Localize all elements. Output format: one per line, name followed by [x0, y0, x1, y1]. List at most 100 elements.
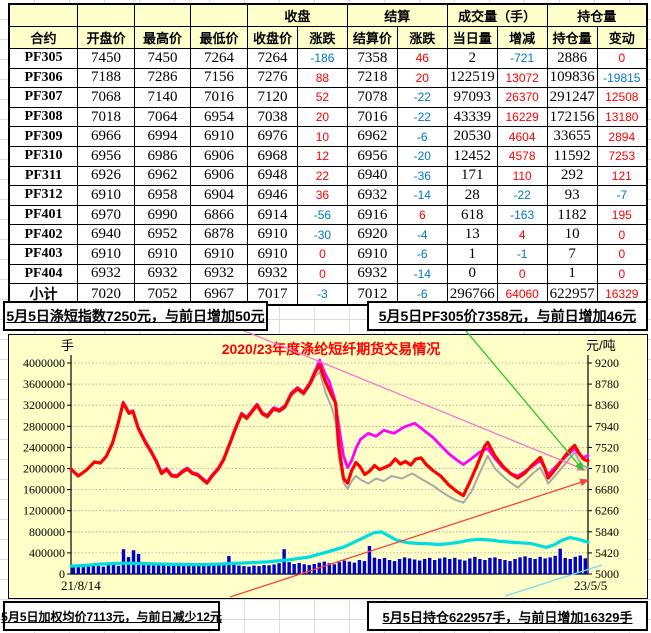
table-cell[interactable]: 7358: [346, 48, 398, 69]
table-cell[interactable]: 10: [296, 126, 348, 147]
column-header[interactable]: 开盘价: [77, 26, 135, 49]
table-cell[interactable]: PF402: [8, 224, 78, 245]
table-cell[interactable]: 12: [296, 145, 348, 167]
header-spacer[interactable]: [8, 3, 78, 27]
table-cell[interactable]: PF309: [8, 126, 78, 147]
table-cell[interactable]: 2: [446, 48, 498, 69]
table-cell[interactable]: 172156: [546, 106, 598, 128]
table-cell[interactable]: 6916: [346, 204, 398, 226]
table-cell[interactable]: 13: [446, 224, 498, 245]
table-cell[interactable]: 171: [446, 165, 498, 187]
table-cell[interactable]: 7140: [134, 87, 191, 108]
table-cell[interactable]: 7038: [247, 106, 298, 128]
table-cell[interactable]: 6910: [346, 243, 398, 265]
table-cell[interactable]: 7120: [247, 87, 298, 108]
table-cell[interactable]: 7078: [346, 87, 398, 108]
header-group[interactable]: 成交量（手）: [446, 3, 548, 27]
table-cell[interactable]: 6910: [190, 243, 248, 265]
table-cell[interactable]: 6966: [77, 126, 135, 147]
table-cell[interactable]: 7: [546, 243, 598, 265]
table-cell[interactable]: -1: [496, 243, 548, 265]
column-header[interactable]: 持仓量: [546, 26, 598, 49]
table-cell[interactable]: 88: [296, 67, 348, 89]
table-cell[interactable]: 12508: [596, 87, 648, 108]
table-cell[interactable]: 6940: [77, 224, 135, 245]
table-cell[interactable]: 292: [546, 165, 598, 187]
table-cell[interactable]: 6910: [190, 126, 248, 147]
table-cell[interactable]: 1182: [546, 204, 598, 226]
table-cell[interactable]: 6990: [134, 204, 191, 226]
table-cell[interactable]: 20530: [446, 126, 498, 147]
table-cell[interactable]: 121: [596, 165, 648, 187]
table-cell[interactable]: 20: [396, 67, 448, 89]
table-cell[interactable]: 291247: [546, 87, 598, 108]
table-cell[interactable]: 4: [496, 224, 548, 245]
table-cell[interactable]: 1: [546, 263, 598, 285]
table-cell[interactable]: 16229: [496, 106, 548, 128]
table-cell[interactable]: 7016: [190, 87, 248, 108]
table-cell[interactable]: -22: [396, 106, 448, 128]
table-cell[interactable]: 6932: [134, 263, 191, 285]
table-cell[interactable]: -6: [396, 243, 448, 265]
column-header[interactable]: 最高价: [134, 26, 191, 49]
table-cell[interactable]: 13180: [596, 106, 648, 128]
table-cell[interactable]: 6956: [346, 145, 398, 167]
banner-pf305-summary[interactable]: 5月5日PF305价7358元，与前日增加46元: [367, 301, 648, 331]
table-cell[interactable]: 7253: [596, 145, 648, 167]
table-cell[interactable]: 7068: [77, 87, 135, 108]
table-cell[interactable]: 7218: [346, 67, 398, 89]
table-cell[interactable]: 6952: [134, 224, 191, 245]
table-cell[interactable]: -4: [396, 224, 448, 245]
table-cell[interactable]: 6906: [190, 165, 248, 187]
table-cell[interactable]: -6: [396, 126, 448, 147]
table-cell[interactable]: 6940: [346, 165, 398, 187]
table-cell[interactable]: PF403: [8, 243, 78, 265]
table-cell[interactable]: -20: [396, 145, 448, 167]
table-cell[interactable]: 6976: [247, 126, 298, 147]
table-cell[interactable]: 46: [396, 48, 448, 69]
table-cell[interactable]: 10: [546, 224, 598, 245]
column-header[interactable]: 当日量: [446, 26, 498, 49]
table-cell[interactable]: 1: [446, 243, 498, 265]
table-cell[interactable]: 618: [446, 204, 498, 226]
table-cell[interactable]: 0: [596, 263, 648, 285]
futures-quote-table[interactable]: 收盘 结算 成交量（手） 持仓量 合约 开盘价 最高价 最低价 收盘价 涨跌 结算价 涨跌 当日量 增减持…: [8, 3, 648, 307]
table-cell[interactable]: 2886: [546, 48, 598, 69]
table-cell[interactable]: 7286: [134, 67, 191, 89]
column-header[interactable]: 最低价: [190, 26, 248, 49]
table-cell[interactable]: 43339: [446, 106, 498, 128]
table-cell[interactable]: 7276: [247, 67, 298, 89]
table-cell[interactable]: -7: [596, 185, 648, 206]
table-cell[interactable]: 6932: [247, 263, 298, 285]
table-cell[interactable]: 6948: [247, 165, 298, 187]
table-cell[interactable]: 109836: [546, 67, 598, 89]
table-cell[interactable]: 6932: [346, 185, 398, 206]
column-header[interactable]: 增减: [496, 26, 548, 49]
table-cell[interactable]: 195: [596, 204, 648, 226]
table-cell[interactable]: 6946: [247, 185, 298, 206]
table-cell[interactable]: 6970: [77, 204, 135, 226]
table-cell[interactable]: 36: [296, 185, 348, 206]
table-cell[interactable]: 2894: [596, 126, 648, 147]
table-cell[interactable]: 0: [496, 263, 548, 285]
table-cell[interactable]: 122519: [446, 67, 498, 89]
table-cell[interactable]: 93: [546, 185, 598, 206]
table-cell[interactable]: 26370: [496, 87, 548, 108]
table-cell[interactable]: PF307: [8, 87, 78, 108]
table-cell[interactable]: 6878: [190, 224, 248, 245]
table-cell[interactable]: 6866: [190, 204, 248, 226]
table-cell[interactable]: 7450: [77, 48, 135, 69]
table-cell[interactable]: 6926: [77, 165, 135, 187]
header-group[interactable]: 结算: [346, 3, 448, 27]
table-cell[interactable]: 7264: [190, 48, 248, 69]
table-cell[interactable]: -30: [296, 224, 348, 245]
table-cell[interactable]: 7064: [134, 106, 191, 128]
table-cell[interactable]: 6994: [134, 126, 191, 147]
table-cell[interactable]: 6962: [346, 126, 398, 147]
table-cell[interactable]: 6904: [190, 185, 248, 206]
table-cell[interactable]: 6: [396, 204, 448, 226]
table-cell[interactable]: 52: [296, 87, 348, 108]
table-cell[interactable]: 12452: [446, 145, 498, 167]
table-cell[interactable]: 7016: [346, 106, 398, 128]
table-cell[interactable]: 6910: [247, 224, 298, 245]
